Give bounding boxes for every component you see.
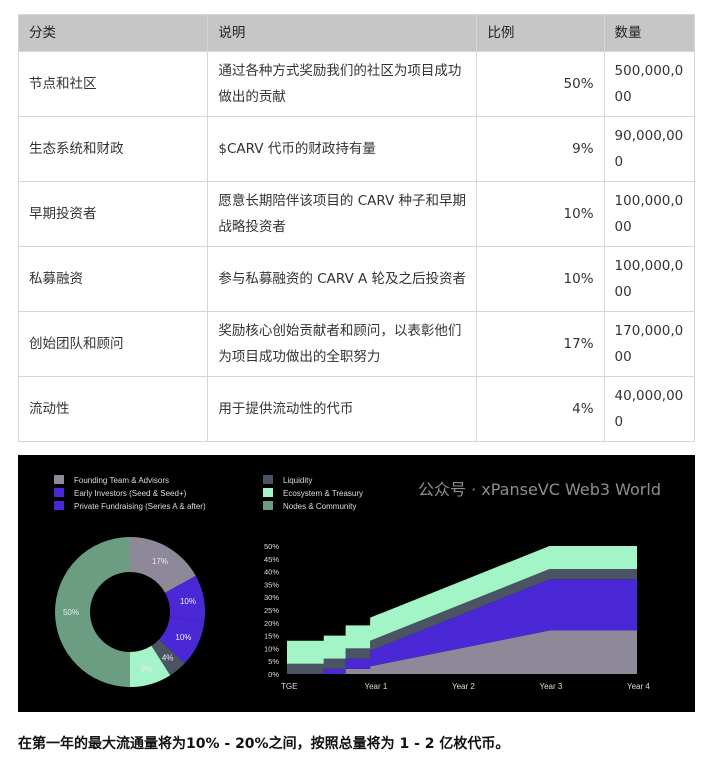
- legend-swatch: [263, 501, 273, 510]
- area-series: [287, 630, 637, 674]
- y-tick-label: 20%: [264, 619, 279, 628]
- y-tick-label: 50%: [264, 542, 279, 551]
- legend-swatch: [263, 475, 273, 484]
- table-row: 流动性 用于提供流动性的代币 4% 40,000,000: [17, 376, 696, 442]
- legend-label: Nodes & Community: [283, 502, 356, 511]
- cell-amount: 90,000,000: [603, 116, 696, 182]
- header-category: 分类: [17, 14, 209, 52]
- cell-description: 用于提供流动性的代币: [207, 376, 478, 442]
- cell-ratio: 10%: [476, 181, 605, 247]
- donut-slice: [165, 575, 205, 622]
- cell-description: 奖励核心创始贡献者和顾问，以表彰他们为项目成功做出的全职努力: [207, 311, 478, 377]
- legend-label: Ecosystem & Treasury: [283, 489, 363, 498]
- cell-category: 流动性: [17, 376, 209, 442]
- cell-amount: 100,000,000: [603, 181, 696, 247]
- legend-swatch: [54, 488, 64, 497]
- y-tick-label: 25%: [264, 606, 279, 615]
- x-tick-label: TGE: [281, 682, 297, 691]
- cell-category: 私募融资: [17, 246, 209, 312]
- cell-amount: 40,000,000: [603, 376, 696, 442]
- token-allocation-table: 分类 说明 比例 数量 节点和社区 通过各种方式奖励我们的社区为项目成功做出的贡献…: [17, 14, 696, 442]
- cell-ratio: 9%: [476, 116, 605, 182]
- y-tick-label: 5%: [268, 657, 279, 666]
- table-row: 生态系统和财政 $CARV 代币的财政持有量 9% 90,000,000: [17, 116, 696, 182]
- legend-swatch: [54, 475, 64, 484]
- caption-text: 在第一年的最大流通量将为10% - 20%之间，按照总量将为 1 - 2 亿枚代…: [18, 736, 510, 752]
- legend-label: Founding Team & Advisors: [74, 476, 169, 485]
- cell-description: 愿意长期陪伴该项目的 CARV 种子和早期战略投资者: [207, 181, 478, 247]
- x-tick-label: Year 3: [540, 682, 563, 691]
- area-series: [287, 546, 637, 664]
- y-tick-label: 10%: [264, 644, 279, 653]
- slice-label: 4%: [162, 653, 174, 662]
- area-series: [287, 579, 637, 674]
- cell-category: 节点和社区: [17, 51, 209, 117]
- table-row: 私募融资 参与私募融资的 CARV A 轮及之后投资者 10% 100,000,000: [17, 246, 696, 312]
- slice-label: 17%: [152, 557, 168, 566]
- table-row: 早期投资者 愿意长期陪伴该项目的 CARV 种子和早期战略投资者 10% 100,00…: [17, 181, 696, 247]
- cell-category: 生态系统和财政: [17, 116, 209, 182]
- legend-label: Liquidity: [283, 476, 312, 485]
- cell-ratio: 10%: [476, 246, 605, 312]
- legend-swatch: [54, 501, 64, 510]
- donut-slice: [159, 617, 205, 664]
- legend-label: Early Investors (Seed & Seed+): [74, 489, 187, 498]
- cell-ratio: 4%: [476, 376, 605, 442]
- donut-slice: [130, 537, 196, 593]
- slice-label: 50%: [63, 608, 79, 617]
- slice-label: 10%: [175, 633, 191, 642]
- header-amount: 数量: [603, 14, 696, 52]
- donut-slice: [55, 537, 130, 687]
- legend-label: Private Fundraising (Series A & after): [74, 502, 206, 511]
- y-tick-label: 35%: [264, 580, 279, 589]
- tokenomics-chart-image: Founding Team & Advisors Early Investors …: [18, 455, 695, 712]
- area-series: [287, 569, 637, 674]
- cell-category: 创始团队和顾问: [17, 311, 209, 377]
- y-tick-label: 45%: [264, 555, 279, 564]
- donut-slice: [151, 639, 185, 676]
- cell-description: 参与私募融资的 CARV A 轮及之后投资者: [207, 246, 478, 312]
- table-row: 节点和社区 通过各种方式奖励我们的社区为项目成功做出的贡献 50% 500,000,0…: [17, 51, 696, 117]
- header-ratio: 比例: [476, 14, 605, 52]
- slice-label: 10%: [180, 597, 196, 606]
- y-tick-label: 15%: [264, 632, 279, 641]
- cell-amount: 170,000,000: [603, 311, 696, 377]
- table-header-row: 分类 说明 比例 数量: [17, 14, 696, 52]
- cell-description: $CARV 代币的财政持有量: [207, 116, 478, 182]
- cell-ratio: 17%: [476, 311, 605, 377]
- watermark-text: 公众号 · xPanseVC Web3 World: [418, 480, 661, 499]
- cell-description: 通过各种方式奖励我们的社区为项目成功做出的贡献: [207, 51, 478, 117]
- slice-label: 9%: [141, 665, 153, 674]
- x-tick-label: Year 4: [627, 682, 650, 691]
- x-tick-label: Year 2: [452, 682, 475, 691]
- donut-slice: [130, 645, 171, 687]
- cell-amount: 500,000,000: [603, 51, 696, 117]
- cell-amount: 100,000,000: [603, 246, 696, 312]
- y-tick-label: 40%: [264, 568, 279, 577]
- legend-swatch: [263, 488, 273, 497]
- table-row: 创始团队和顾问 奖励核心创始贡献者和顾问，以表彰他们为项目成功做出的全职努力 17%…: [17, 311, 696, 377]
- cell-category: 早期投资者: [17, 181, 209, 247]
- header-description: 说明: [207, 14, 478, 52]
- x-tick-label: Year 1: [365, 682, 388, 691]
- chart-svg: Founding Team & Advisors Early Investors …: [54, 475, 661, 691]
- y-tick-label: 0%: [268, 670, 279, 679]
- y-tick-label: 30%: [264, 593, 279, 602]
- cell-ratio: 50%: [476, 51, 605, 117]
